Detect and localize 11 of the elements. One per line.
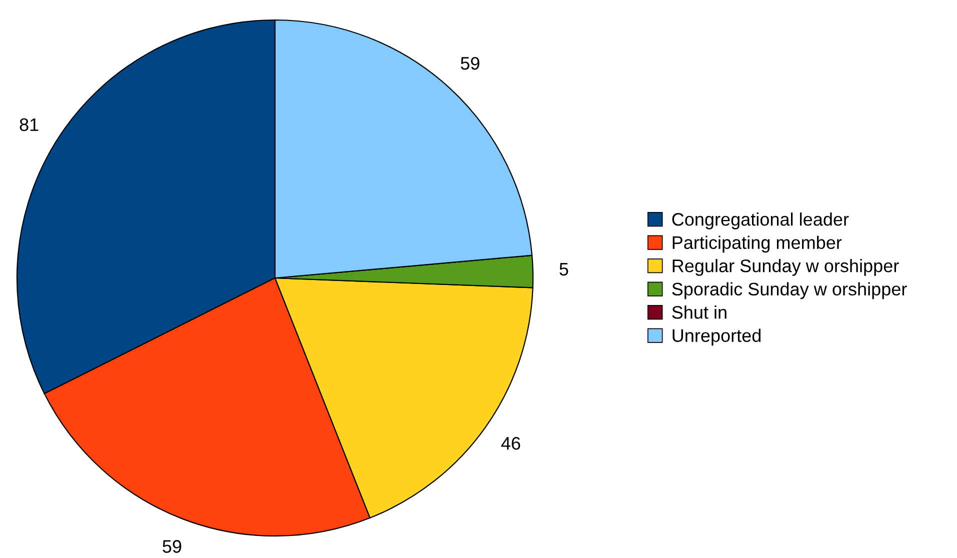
legend-label: Regular Sunday w orshipper xyxy=(672,259,899,276)
legend-label: Shut in xyxy=(672,306,726,319)
legend-label: Unreported xyxy=(672,328,761,346)
legend-label: Participating member xyxy=(672,236,842,253)
data-label: 81 xyxy=(20,118,38,132)
legend-label: Congregational leader xyxy=(672,212,849,230)
legend-label: Sporadic Sunday w orshipper xyxy=(672,282,907,300)
data-label: 5 xyxy=(560,262,568,276)
data-label: 46 xyxy=(501,436,520,450)
data-label: 59 xyxy=(162,540,182,553)
data-label: 59 xyxy=(460,56,480,70)
